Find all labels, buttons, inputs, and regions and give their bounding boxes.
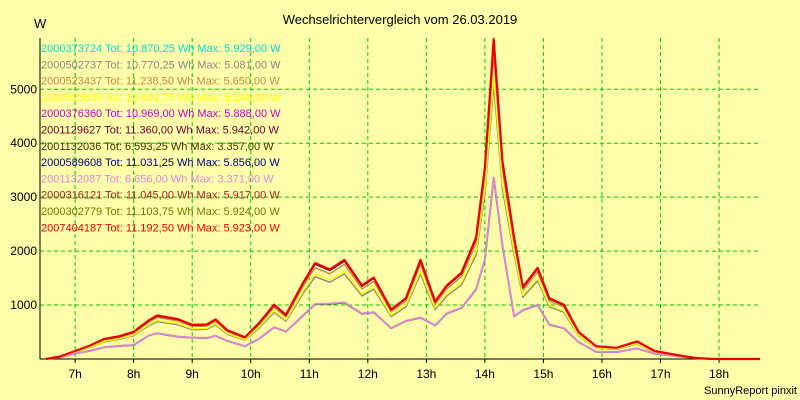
x-tick-label: 18h	[709, 367, 729, 381]
axis-layer: 7h 8h 9h 10h 11h 12h 13h 14h 15h 16h 17h 18h 1000 200…	[10, 38, 760, 381]
y-axis-label: W	[34, 16, 47, 31]
legend-entry-1: 2000373724 Tot: 10.870,25 Wh Max: 5.929,…	[41, 43, 281, 55]
legend-entry-2: 2000502737 Tot: 10.770,25 Wh Max: 5.081,…	[41, 59, 281, 71]
x-tick-label: 14h	[475, 367, 495, 381]
x-tick-label: 9h	[186, 367, 199, 381]
y-tick-label: 4000	[10, 136, 37, 150]
y-tick-label: 1000	[10, 298, 37, 312]
x-tick-label: 12h	[358, 367, 378, 381]
x-tick-label: 17h	[650, 367, 670, 381]
legend-entry-7: 2001132036 Tot: 6.593,25 Wh Max: 3.357,0…	[41, 141, 274, 153]
legend-entry-11: 2000302779 Tot: 11.103,75 Wh Max: 5.924,…	[41, 206, 280, 218]
x-tick-label: 7h	[68, 367, 81, 381]
legend: 2000373724 Tot: 10.870,25 Wh Max: 5.929,…	[41, 43, 281, 234]
legend-entry-12: 2007404187 Tot: 11.192,50 Wh Max: 5.923,…	[41, 222, 280, 234]
series-layer	[45, 37, 760, 361]
y-tick-label: 5000	[10, 82, 37, 96]
x-tick-label: 11h	[300, 367, 319, 381]
chart-title: Wechselrichtervergleich vom 26.03.2019	[283, 12, 518, 27]
footer-credit: SunnyReport pinxit	[704, 385, 797, 397]
y-tick-label: 3000	[10, 190, 37, 204]
legend-entry-6: 2001129627 Tot: 11.360,00 Wh Max: 5.942,…	[41, 125, 280, 137]
legend-entry-3: 2000523437 Tot: 11.238,50 Wh Max: 5.650,…	[41, 76, 280, 88]
legend-entry-5: 2000376360 Tot: 10.969,00 Wh Max: 5.888,…	[41, 108, 281, 120]
x-tick-label: 16h	[592, 367, 612, 381]
legend-entry-10: 2000316121 Tot: 11.045,00 Wh Max: 5.917,…	[41, 190, 280, 202]
series-line-4	[45, 75, 760, 360]
x-tick-label: 15h	[533, 367, 553, 381]
grid-layer	[40, 38, 760, 359]
legend-entry-9: 2001132087 Tot: 6.656,00 Wh Max: 3.371,0…	[41, 173, 274, 185]
x-tick-label: 13h	[416, 367, 436, 381]
series-line-9	[45, 176, 760, 360]
y-tick-label: 2000	[10, 244, 37, 258]
legend-entry-8: 2000589608 Tot: 11.031,25 Wh Max: 5.856,…	[41, 157, 280, 169]
x-tick-label: 8h	[127, 367, 140, 381]
legend-entry-4: 2000523639 Tot: 10.691,75 Wh Max: 5.246,…	[41, 92, 281, 104]
x-tick-label: 10h	[241, 367, 261, 381]
series-line-12	[45, 38, 760, 361]
